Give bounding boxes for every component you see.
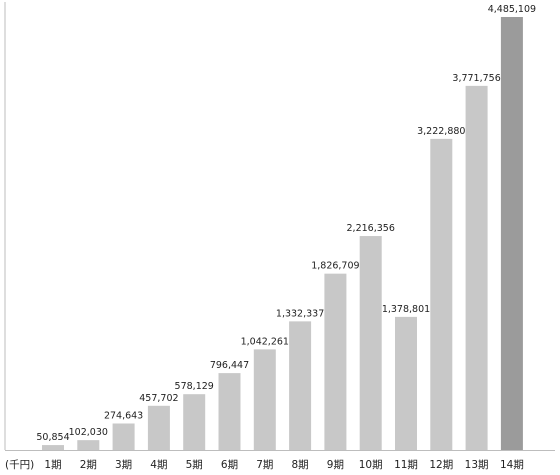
tick-label-12期: 12期 — [429, 459, 453, 471]
value-label-5期: 578,129 — [175, 381, 214, 392]
value-label-9期: 1,826,709 — [311, 261, 359, 272]
value-label-14期: 4,485,109 — [488, 4, 536, 15]
value-label-1期: 50,854 — [36, 432, 69, 443]
bar-13期 — [465, 85, 488, 451]
value-label-3期: 274,643 — [104, 410, 143, 421]
tick-label-3期: 3期 — [115, 459, 132, 471]
bar-8期 — [289, 321, 312, 450]
bar-4期 — [147, 405, 170, 450]
tick-label-13期: 13期 — [465, 459, 489, 471]
bar-12期 — [430, 138, 453, 451]
axes-group — [4, 2, 555, 451]
value-label-7期: 1,042,261 — [241, 336, 289, 347]
bar-2期 — [77, 440, 100, 450]
tick-label-8期: 8期 — [292, 459, 309, 471]
bar-3期 — [112, 423, 135, 450]
bar-1期 — [42, 445, 64, 450]
bar-6期 — [218, 373, 241, 450]
value-label-2期: 102,030 — [69, 427, 108, 438]
tick-label-group: 1期 2期 3期 4期 5期 6期 7期 8期 9期 10期 11期 12期 13期 14期 — [44, 459, 523, 471]
value-label-8期: 1,332,337 — [276, 308, 324, 319]
value-label-4期: 457,702 — [139, 393, 178, 404]
unit-label: (千円) — [5, 459, 34, 471]
value-label-11期: 1,378,801 — [382, 304, 430, 315]
tick-label-11期: 11期 — [394, 459, 418, 471]
bar-14期 — [500, 17, 523, 450]
tick-label-4期: 4期 — [150, 459, 167, 471]
tick-label-5期: 5期 — [186, 459, 203, 471]
value-label-12期: 3,222,880 — [417, 126, 465, 137]
bar-7期 — [253, 349, 276, 450]
tick-label-6期: 6期 — [221, 459, 238, 471]
tick-label-10期: 10期 — [359, 459, 383, 471]
value-label-10期: 2,216,356 — [347, 223, 395, 234]
tick-label-1期: 1期 — [44, 459, 61, 471]
tick-label-7期: 7期 — [256, 459, 273, 471]
value-label-13期: 3,771,756 — [452, 73, 500, 84]
tick-label-9期: 9期 — [327, 459, 344, 471]
tick-label-14期: 14期 — [500, 459, 524, 471]
bar-group — [42, 17, 523, 451]
bar-11期 — [395, 316, 417, 450]
bar-9期 — [324, 273, 347, 450]
tick-label-2期: 2期 — [80, 459, 97, 471]
bar-10期 — [359, 236, 382, 450]
value-label-6期: 796,447 — [210, 360, 249, 371]
bar-5期 — [183, 394, 206, 450]
